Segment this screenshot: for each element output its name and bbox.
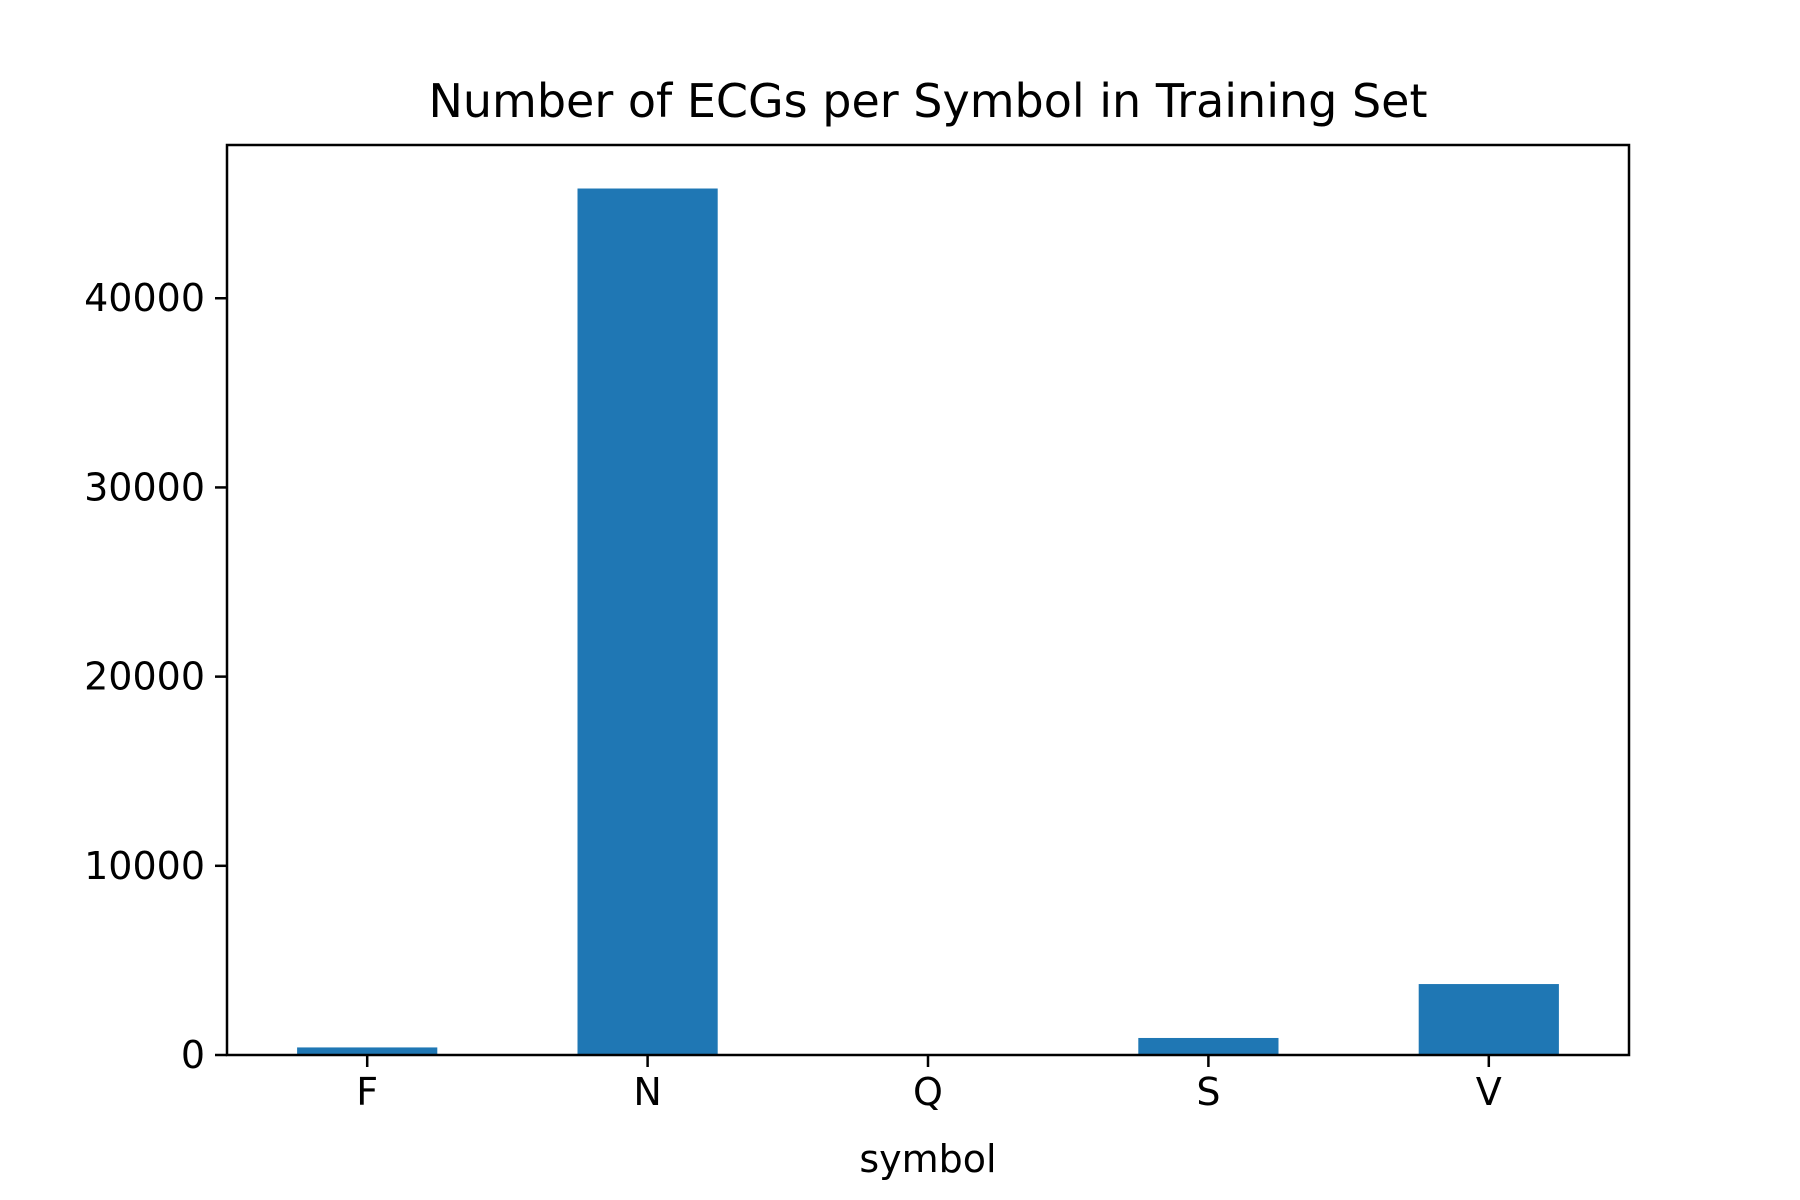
bar-N [577,188,718,1055]
bar-F [297,1047,438,1055]
bars-layer [297,188,1559,1055]
y-tick-label: 40000 [84,276,205,320]
chart-title: Number of ECGs per Symbol in Training Se… [428,74,1427,128]
y-tick-label: 0 [181,1033,205,1077]
y-tick-label: 30000 [84,465,205,509]
x-tick-label: V [1476,1070,1502,1114]
bar-S [1138,1037,1279,1055]
y-tick-label: 20000 [84,655,205,699]
x-tick-label: N [633,1070,661,1114]
y-axis: 0 10000 20000 30000 40000 [84,276,227,1077]
x-axis-label: symbol [859,1137,996,1181]
x-tick-label: F [356,1070,378,1114]
plot-frame [225,143,1631,1057]
x-tick-label: Q [913,1070,943,1114]
x-tick-label: S [1196,1070,1220,1114]
bar-V [1418,984,1559,1055]
y-tick-label: 10000 [84,844,205,888]
